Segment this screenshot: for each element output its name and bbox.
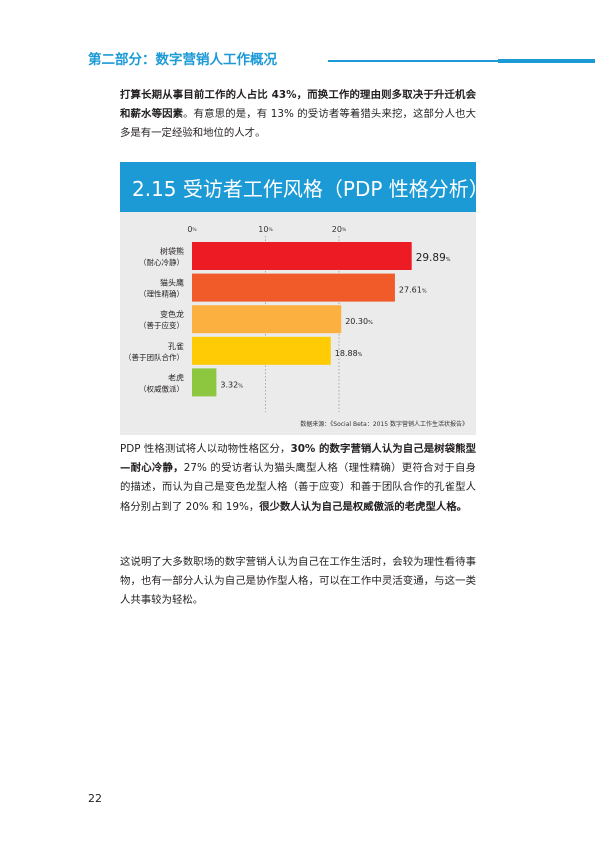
value-label: 18.88%	[335, 349, 363, 358]
bar	[192, 368, 217, 397]
analysis-paragraph: PDP 性格测试将人以动物性格区分，30% 的数字营销人认为自己是树袋熊型—耐心…	[120, 440, 476, 517]
value-label: 27.61%	[399, 286, 427, 295]
chart-title: 2.15 受访者工作风格（PDP 性格分析）	[132, 177, 489, 201]
category-desc-label: （耐心冷静）	[139, 257, 184, 267]
bar	[192, 305, 342, 334]
category-desc-label: （善于应变）	[139, 320, 184, 330]
intro-paragraph: 打算长期从事目前工作的人占比 43%，而换工作的理由则多取决于升迁机会和薪水等因…	[120, 86, 476, 144]
intro-text: 。有意思的是，有 13% 的受访者等着猎头来挖，这部分人也大多是有一定经验和地位…	[120, 108, 477, 140]
bar	[192, 273, 395, 302]
bar-chart: 0% 10% 20% 树袋熊（耐心冷静） 29.89% 猫头鹰（理性精确） 27.61% 变色…	[124, 225, 468, 428]
category-label: 树袋熊	[160, 246, 184, 256]
x-tick-label: 10%	[258, 225, 273, 234]
x-tick-label: 20%	[332, 225, 347, 234]
chart-source-note: 数据来源：《Social Beta：2015 数字营销人工作生活状报告》	[300, 420, 468, 428]
section-title: 第二部分：数字营销人工作概况	[88, 52, 277, 68]
analysis-text-2: 27% 的受访者认为猫头鹰型人格（理性精确）更符合对于自身的描述，而认为自己是变…	[120, 462, 476, 513]
analysis-bold-2: 很少数人认为自己是权威傲派的老虎型人格。	[259, 500, 468, 513]
category-desc-label: （善于团队合作）	[124, 352, 184, 362]
section-divider-accent	[498, 59, 595, 63]
category-desc-label: （理性精确）	[139, 289, 184, 299]
category-label: 猫头鹰	[160, 278, 184, 288]
x-tick-label: 0%	[187, 225, 197, 234]
bar	[192, 336, 331, 365]
intro-bold-text: 打算长期从事目前工作的人占比 43%，而换工作的理由则多取决于升迁机会和薪水等因…	[120, 89, 476, 121]
analysis-text-1: PDP 性格测试将人以动物性格区分，	[120, 443, 291, 455]
category-desc-label: （权威傲派）	[139, 383, 184, 393]
value-label: 20.30%	[345, 317, 373, 326]
value-label: 3.32%	[220, 380, 243, 389]
chart-panel: 2.15 受访者工作风格（PDP 性格分析） 0% 10% 20% 树袋熊 （耐心冷静）…	[120, 162, 489, 435]
category-label: 孔雀	[168, 341, 184, 351]
value-label: 29.89%	[416, 252, 451, 264]
chart-header: 2.15 受访者工作风格（PDP 性格分析）	[120, 162, 489, 212]
conclusion-paragraph: 这说明了大多数职场的数字营销人认为自己在工作生活时，会较为理性看待事物，也有一部…	[120, 556, 476, 607]
analysis-bold-1: 30% 的数字营销人认为自己是树袋熊型—耐心冷静，	[120, 443, 476, 475]
section-divider	[328, 60, 595, 62]
category-label: 变色龙	[160, 309, 184, 319]
section-header: 第二部分：数字营销人工作概况	[88, 50, 595, 72]
page-number: 22	[88, 792, 102, 805]
category-label: 老虎	[168, 372, 184, 382]
bar	[192, 242, 412, 270]
